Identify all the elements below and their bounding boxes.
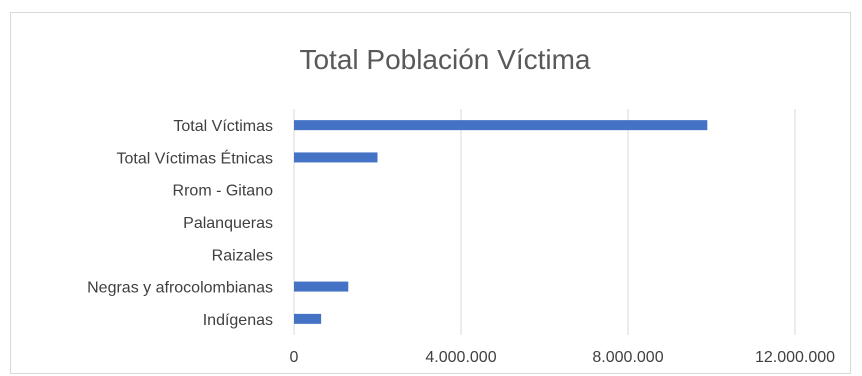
- category-label: Indígenas: [203, 312, 273, 329]
- category-label: Total Víctimas Étnicas: [117, 148, 274, 167]
- category-label: Negras y afrocolombianas: [87, 280, 273, 297]
- bars: [294, 120, 708, 324]
- x-tick-label: 12.000.000: [755, 349, 835, 366]
- category-label: Total Víctimas: [173, 118, 273, 135]
- chart-frame: Total Población Víctima Total Víctimas To…: [10, 12, 851, 374]
- x-axis-tick-labels: 0 4.000.000 8.000.000 12.000.000: [290, 349, 836, 366]
- x-tick-label: 0: [290, 349, 299, 366]
- chart-title: Total Población Víctima: [299, 44, 590, 75]
- category-label: Rrom - Gitano: [173, 183, 274, 200]
- category-labels: Total Víctimas Total Víctimas Étnicas Rrom…: [87, 118, 273, 329]
- category-label: Palanqueras: [183, 215, 273, 232]
- bar: [294, 120, 708, 131]
- bar: [294, 281, 349, 292]
- bar-chart: Total Población Víctima Total VíctimasTo…: [87, 44, 836, 366]
- x-tick-label: 4.000.000: [425, 349, 496, 366]
- bar: [294, 313, 322, 324]
- bar: [294, 152, 378, 163]
- category-label: Raizales: [212, 247, 273, 264]
- x-tick-label: 8.000.000: [592, 349, 663, 366]
- grid-lines: [293, 109, 796, 335]
